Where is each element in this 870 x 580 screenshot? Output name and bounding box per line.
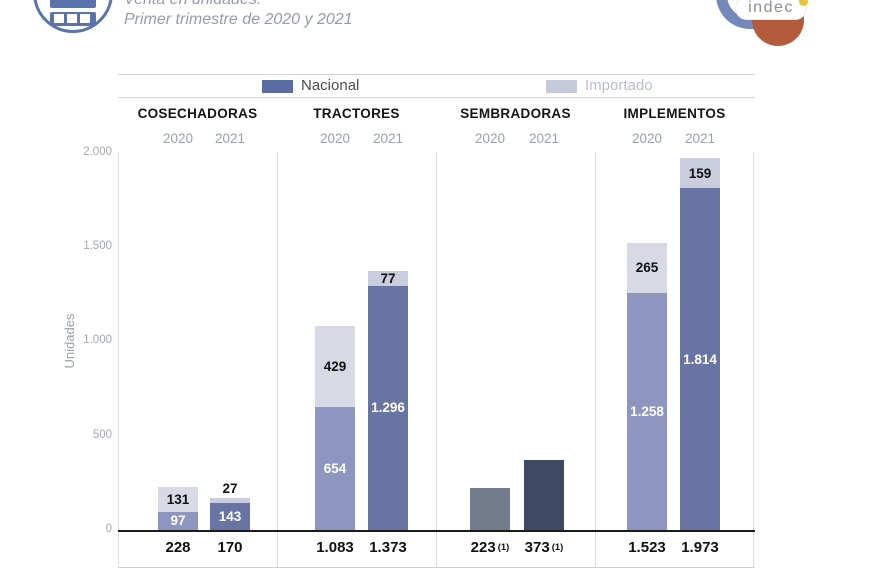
legend-swatch-nacional: [262, 80, 293, 93]
legend-swatch-importado: [546, 80, 577, 93]
total-cosechadoras-2021: 170: [217, 539, 243, 556]
year-label: 2021: [372, 131, 404, 146]
report-title: Venta en unidades.: [124, 0, 261, 9]
ytick-2000: 2.000: [83, 146, 112, 158]
indec-logo-circle: [752, 16, 804, 46]
year-label: 2021: [528, 131, 560, 146]
total-cosechadoras-2020: 228: [165, 539, 191, 556]
segment-nacional: 654: [315, 406, 355, 530]
legend-label-nacional: Nacional: [301, 77, 360, 94]
group-separator: [277, 152, 278, 568]
segment-importado: 77: [368, 271, 408, 286]
ytick-1500: 1.500: [83, 240, 112, 252]
bar-sembradoras-2021: [524, 459, 564, 530]
year-label: 2021: [684, 131, 716, 146]
machinery-icon-window: [54, 14, 64, 23]
total-sembradoras-2020: 223 (1): [470, 539, 510, 556]
year-label: 2020: [474, 131, 506, 146]
segment-nacional: 1.814: [680, 188, 720, 530]
machinery-icon-window: [80, 14, 90, 23]
total-implementos-2020: 1.523: [628, 539, 666, 556]
segment-importado: 429: [315, 325, 355, 407]
segment-nacional: 1.296: [368, 285, 408, 530]
machinery-icon: [33, 0, 113, 33]
footnote-marker: (1): [551, 542, 564, 553]
legend-bottom-rule: [118, 97, 755, 98]
category-header-cosechadoras: COSECHADORAS: [137, 106, 258, 121]
bar-implementos-2021: 159 1.814: [680, 158, 720, 530]
segment-importado: 131: [158, 487, 198, 512]
total-tractores-2021: 1.373: [369, 539, 407, 556]
ytick-1000: 1.000: [83, 334, 112, 346]
importado-value-label: 27: [222, 480, 238, 496]
segment-nacional: 143: [210, 503, 250, 530]
segment-importado: 265: [627, 242, 667, 293]
indec-logo-dot: [799, 0, 808, 6]
segment-importado: 159: [680, 158, 720, 189]
table-bottom-rule: [118, 567, 755, 568]
footnote-marker: (1): [497, 542, 510, 553]
group-separator: [436, 152, 437, 568]
bar-cosechadoras-2021: 27 143: [210, 481, 250, 530]
segment-nacional: 1.258: [627, 292, 667, 530]
legend-top-rule: [118, 74, 755, 75]
ytick-500: 500: [92, 429, 112, 441]
report-subtitle: Primer trimestre de 2020 y 2021: [124, 11, 353, 28]
total-sembradoras-2021: 373 (1): [524, 539, 564, 556]
year-label: 2020: [631, 131, 663, 146]
category-header-tractores: TRACTORES: [313, 106, 400, 121]
indec-logo: indec: [735, 0, 807, 20]
category-header-implementos: IMPLEMENTOS: [623, 106, 726, 121]
machinery-icon-bar: [50, 12, 96, 26]
y-axis-label: Unidades: [62, 313, 77, 369]
total-implementos-2021: 1.973: [681, 539, 719, 556]
machinery-icon-window: [67, 14, 77, 23]
ytick-0: 0: [105, 523, 112, 535]
segment-nacional: 97: [158, 511, 198, 530]
total-tractores-2020: 1.083: [316, 539, 354, 556]
bar-tractores-2020: 429 654: [315, 325, 355, 530]
category-header-sembradoras: SEMBRADORAS: [460, 106, 571, 121]
group-separator: [753, 152, 754, 568]
x-axis-baseline: [118, 530, 755, 532]
axis-line: [118, 152, 119, 568]
bar-sembradoras-2020: [470, 487, 510, 530]
group-separator: [595, 152, 596, 568]
segment-importado: [210, 497, 250, 504]
machinery-icon-bar: [50, 0, 96, 8]
year-label: 2021: [214, 131, 246, 146]
bar-implementos-2020: 265 1.258: [627, 242, 667, 530]
bar-tractores-2021: 77 1.296: [368, 271, 408, 530]
year-label: 2020: [319, 131, 351, 146]
bar-cosechadoras-2020: 131 97: [158, 487, 198, 530]
year-label: 2020: [162, 131, 194, 146]
legend-label-importado: Importado: [585, 77, 653, 94]
